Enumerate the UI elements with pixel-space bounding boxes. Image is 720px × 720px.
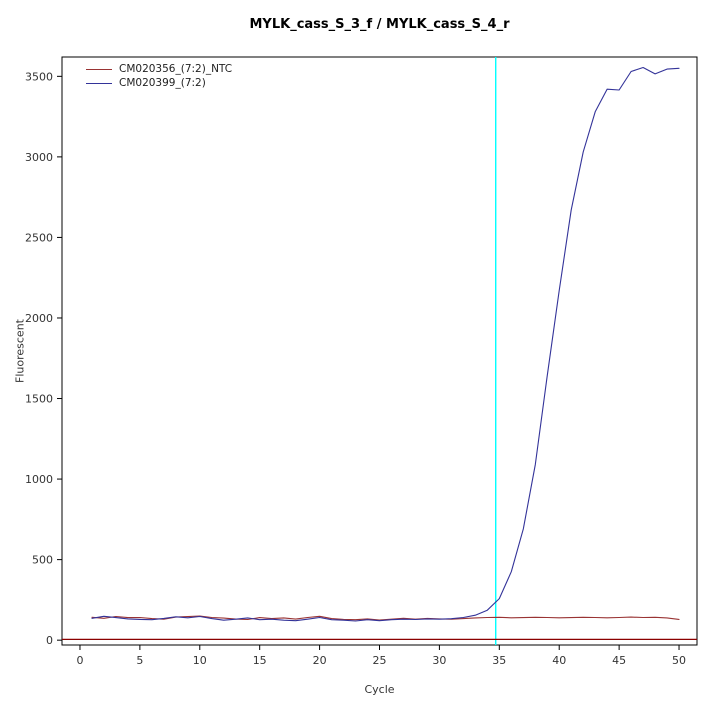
svg-text:40: 40 <box>552 654 566 667</box>
legend-item-ntc: CM020356_(7:2)_NTC <box>86 63 232 75</box>
chart-title: MYLK_cass_S_3_f / MYLK_cass_S_4_r <box>249 17 510 32</box>
svg-text:0: 0 <box>46 634 53 647</box>
svg-text:35: 35 <box>492 654 506 667</box>
svg-text:3000: 3000 <box>25 151 53 164</box>
y-axis-label: Fluorescent <box>13 319 27 383</box>
legend-line-swatch-ntc <box>86 68 112 70</box>
legend: CM020356_(7:2)_NTC CM020399_(7:2) <box>86 63 232 89</box>
svg-text:5: 5 <box>136 654 143 667</box>
svg-text:30: 30 <box>432 654 446 667</box>
legend-line-swatch-sample <box>86 82 112 84</box>
svg-text:20: 20 <box>313 654 327 667</box>
svg-text:45: 45 <box>612 654 626 667</box>
svg-text:0: 0 <box>76 654 83 667</box>
svg-text:1000: 1000 <box>25 473 53 486</box>
legend-item-sample: CM020399_(7:2) <box>86 77 232 89</box>
svg-text:500: 500 <box>32 554 53 567</box>
svg-text:2500: 2500 <box>25 231 53 244</box>
svg-text:25: 25 <box>373 654 387 667</box>
svg-text:15: 15 <box>253 654 267 667</box>
svg-text:3500: 3500 <box>25 70 53 83</box>
svg-text:2000: 2000 <box>25 312 53 325</box>
svg-text:50: 50 <box>672 654 686 667</box>
svg-text:10: 10 <box>193 654 207 667</box>
legend-label-sample: CM020399_(7:2) <box>119 77 206 90</box>
legend-label-ntc: CM020356_(7:2)_NTC <box>119 63 233 75</box>
x-axis-label: Cycle <box>364 683 395 696</box>
svg-text:1500: 1500 <box>25 393 53 406</box>
